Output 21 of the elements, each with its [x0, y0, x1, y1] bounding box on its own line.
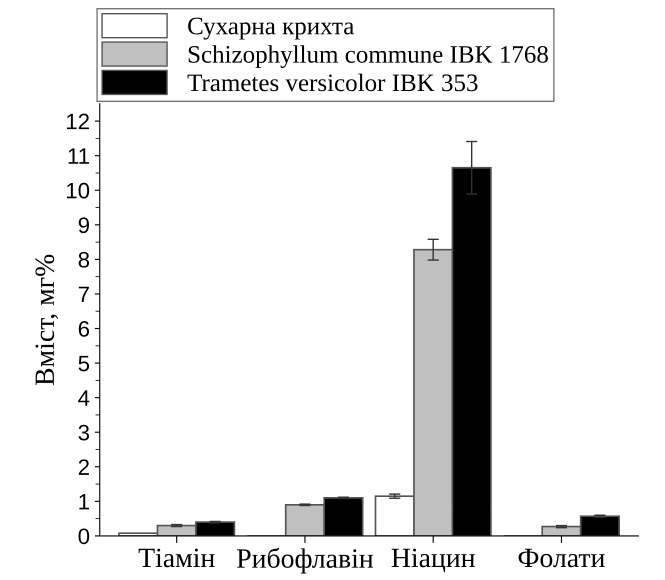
y-tick-label: 6 — [78, 321, 90, 337]
y-tick-label: 3 — [78, 424, 90, 440]
y-tick-label: 12 — [67, 114, 89, 130]
y-tick-label: 1 — [79, 494, 89, 510]
x-tick-label: Ніацин — [392, 548, 475, 572]
x-tick-label: Рибофлавін — [236, 548, 374, 574]
legend-label: Trametes versicolor IBK 353 — [188, 74, 478, 92]
y-tick-label: 2 — [78, 459, 89, 475]
x-tick-label: Тіамін — [138, 548, 215, 568]
y-tick-label: 5 — [78, 356, 90, 372]
y-tick-label: 9 — [78, 217, 89, 234]
y-tick-label: 11 — [68, 148, 89, 164]
y-tick-label: 4 — [78, 390, 90, 406]
legend-label: Сухарна крихта — [188, 18, 354, 40]
y-tick-label: 10 — [67, 182, 90, 199]
x-tick-label: Фолати — [518, 548, 605, 568]
legend-label: Schizophyllum commune IBK 1768 — [188, 45, 548, 68]
y-tick-label: 8 — [78, 252, 90, 268]
y-axis-title: Вміст, мг% — [35, 254, 58, 386]
y-tick-label: 0 — [78, 528, 90, 544]
y-tick-label: 7 — [78, 286, 89, 302]
